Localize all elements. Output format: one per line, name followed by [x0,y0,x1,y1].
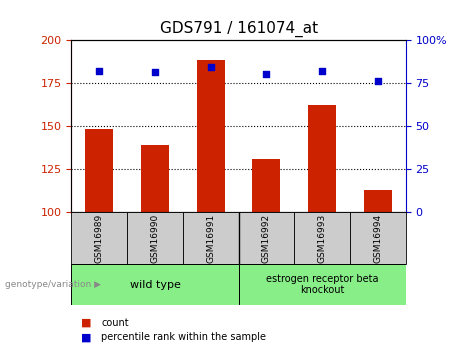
Text: estrogen receptor beta
knockout: estrogen receptor beta knockout [266,274,378,295]
Bar [183,212,238,264]
Bar [127,212,183,264]
Text: GSM16992: GSM16992 [262,214,271,263]
Text: GSM16990: GSM16990 [150,214,160,263]
Text: GSM16989: GSM16989 [95,214,104,263]
Text: genotype/variation ▶: genotype/variation ▶ [5,280,100,289]
Bar [294,212,350,264]
Bar [350,212,406,264]
Bar [238,264,406,305]
Title: GDS791 / 161074_at: GDS791 / 161074_at [160,21,318,37]
Text: GSM16991: GSM16991 [206,214,215,263]
Text: count: count [101,318,129,327]
Bar [197,60,225,212]
Bar [308,105,336,212]
Text: ■: ■ [81,318,91,327]
Point [263,71,270,77]
Bar [71,212,127,264]
Text: wild type: wild type [130,280,180,289]
Point [95,68,103,73]
Bar [85,129,113,212]
Text: GSM16993: GSM16993 [318,214,327,263]
Point [151,70,159,75]
Bar [141,145,169,212]
Point [319,68,326,73]
Bar [253,159,280,212]
Point [374,78,382,84]
Text: percentile rank within the sample: percentile rank within the sample [101,333,266,342]
Bar [71,264,239,305]
Text: GSM16994: GSM16994 [373,214,382,263]
Bar [364,190,392,212]
Bar [238,212,294,264]
Point [207,65,214,70]
Text: ■: ■ [81,333,91,342]
